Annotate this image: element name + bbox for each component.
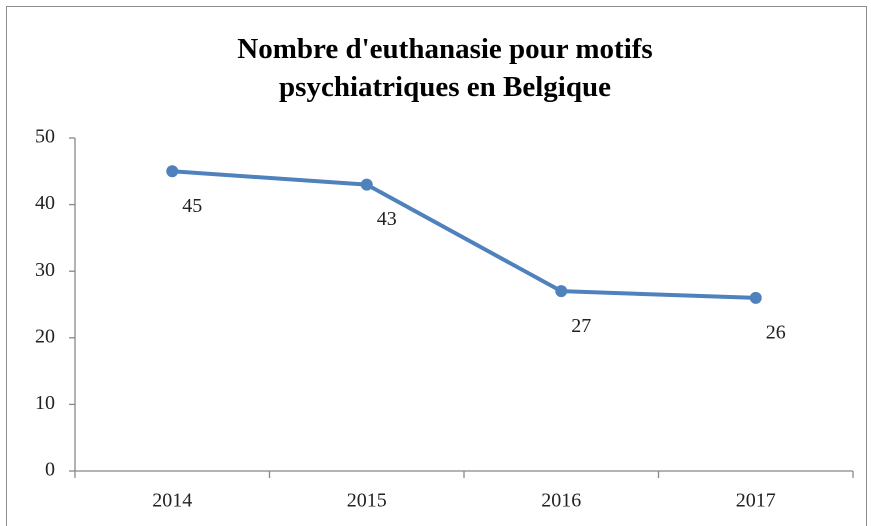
- x-tick-label: 2017: [736, 490, 776, 512]
- marker: [360, 178, 373, 191]
- data-label: 27: [571, 315, 591, 337]
- marker: [166, 165, 179, 178]
- x-tick-label: 2014: [152, 490, 192, 512]
- y-tick-label: 40: [35, 192, 55, 214]
- chart-title: Nombre d'euthanasie pour motifs psychiat…: [237, 33, 653, 103]
- y-tick-label: 10: [35, 392, 55, 414]
- marker: [749, 291, 762, 304]
- y-tick-label: 20: [35, 325, 55, 347]
- marker: [555, 285, 568, 298]
- y-tick-label: 0: [45, 459, 55, 481]
- y-tick-label: 30: [35, 259, 55, 281]
- y-tick-label: 50: [35, 126, 55, 148]
- x-tick-label: 2016: [541, 490, 581, 512]
- chart-border: [6, 6, 867, 526]
- x-tick-label: 2015: [347, 490, 387, 512]
- data-label: 43: [377, 208, 397, 230]
- data-label: 45: [182, 195, 202, 217]
- line: [172, 169, 756, 300]
- data-label: 26: [766, 321, 786, 343]
